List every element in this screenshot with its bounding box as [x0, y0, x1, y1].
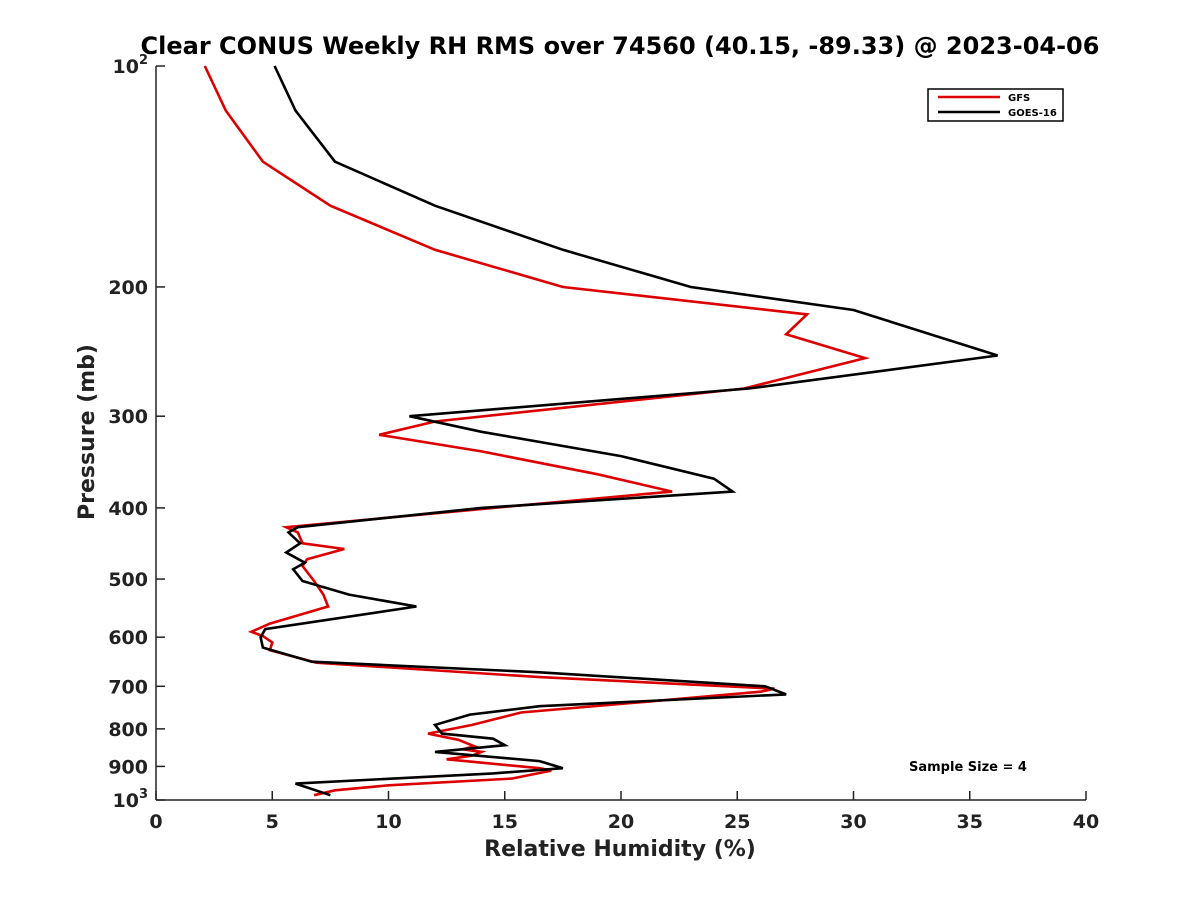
x-tick-label: 30: [840, 811, 866, 833]
y-tick-label: 700: [108, 676, 148, 698]
axes-layer: 0 5 10 15 20 25 30 35 40 102 200 300 400 500 600 700 800…: [108, 53, 1099, 833]
y-tick-label: 600: [108, 627, 148, 649]
legend-label-gfs: GFS: [1008, 93, 1030, 104]
chart-title: Clear CONUS Weekly RH RMS over 74560 (40…: [141, 32, 1100, 60]
y-tick-label: 102: [113, 53, 149, 78]
series-line-0: [203, 65, 870, 797]
x-tick-label: 20: [608, 811, 634, 833]
x-tick-label: 15: [492, 811, 518, 833]
x-tick-label: 25: [724, 811, 750, 833]
x-tick-label: 35: [957, 811, 983, 833]
x-tick-label: 40: [1073, 811, 1099, 833]
series-line-1: [259, 65, 998, 797]
y-axis-label: Pressure (mb): [75, 344, 100, 520]
y-tick-label: 103: [113, 787, 149, 812]
x-tick-label: 5: [266, 811, 279, 833]
legend-box: [927, 88, 1064, 122]
y-tick-label: 800: [108, 719, 148, 741]
y-tick-label: 500: [108, 569, 148, 591]
x-tick-label: 0: [149, 811, 162, 833]
sample-size-annotation: Sample Size = 4: [909, 760, 1027, 775]
x-axis-label: Relative Humidity (%): [484, 837, 756, 862]
legend-label-goes16: GOES-16: [1008, 108, 1057, 119]
series-layer: [203, 65, 998, 797]
legend: GFS GOES-16: [927, 88, 1064, 122]
y-tick-label: 400: [108, 498, 148, 520]
x-tick-label: 10: [375, 811, 401, 833]
y-tick-label: 200: [108, 277, 148, 299]
y-tick-label: 300: [108, 406, 148, 428]
y-tick-label: 900: [108, 756, 148, 778]
